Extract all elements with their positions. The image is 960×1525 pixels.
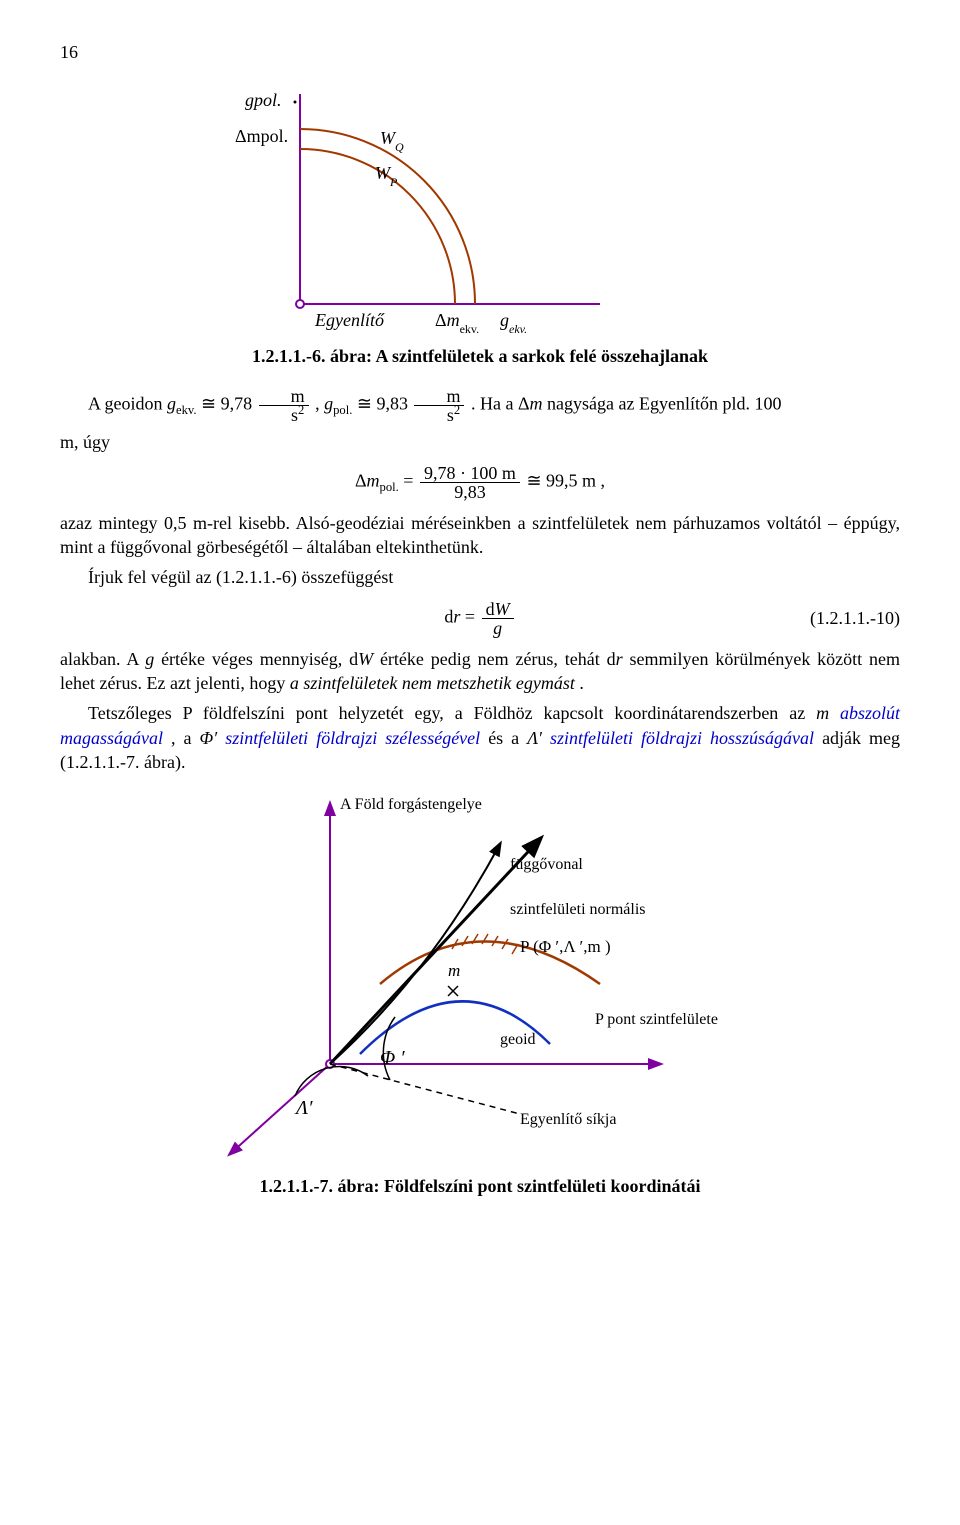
svg-text:Δmpol.: Δmpol.	[235, 126, 288, 146]
svg-text:A Föld forgástengelye: A Föld forgástengelye	[340, 796, 482, 813]
figure-2-svg: m A Föld forgástengelye függővonal szint…	[200, 784, 760, 1164]
svg-text:függővonal: függővonal	[510, 856, 583, 873]
svg-text:Λ′: Λ′	[294, 1097, 313, 1119]
svg-text:Egyenlítő síkja: Egyenlítő síkja	[520, 1111, 616, 1128]
svg-text:gpol.: gpol.	[245, 90, 282, 110]
paragraph-1b: m, úgy	[60, 430, 900, 454]
svg-text:Egyenlítő: Egyenlítő	[314, 310, 385, 330]
svg-text:P pont szintfelülete: P pont szintfelülete	[595, 1011, 718, 1028]
paragraph-1: A geoidon gekv. ≅ 9,78 ms2 , gpol. ≅ 9,8…	[60, 387, 900, 424]
svg-text:P (Φ ′,Λ ′,m ): P (Φ ′,Λ ′,m )	[520, 937, 611, 956]
svg-text:geoid: geoid	[500, 1031, 536, 1048]
paragraph-3: alakban. A g értéke véges mennyiség, dW …	[60, 647, 900, 696]
svg-text:Φ ′: Φ ′	[380, 1047, 405, 1069]
svg-text:WP: WP	[375, 163, 398, 189]
svg-text:gekv.: gekv.	[500, 310, 527, 334]
figure-2-caption: 1.2.1.1.-7. ábra: Földfelszíni pont szin…	[60, 1174, 900, 1198]
equation-1: Δmpol. = 9,78 · 100 m 9,83 ≅ 99,5 m ,	[60, 464, 900, 501]
svg-text:m: m	[448, 961, 460, 980]
figure-1-caption: 1.2.1.1.-6. ábra: A szintfelületek a sar…	[60, 344, 900, 368]
paragraph-4: Tetszőleges P földfelszíni pont helyzeté…	[60, 701, 900, 774]
svg-text:Δmekv.: Δmekv.	[435, 310, 479, 334]
equation-2: dr = dW g (1.2.1.1.-10)	[60, 600, 900, 637]
paragraph-2: azaz mintegy 0,5 m-rel kisebb. Alsó-geod…	[60, 511, 900, 560]
figure-1-svg: gpol. Δmpol. WQ WP Egyenlítő Δmekv. gekv…	[180, 74, 660, 334]
equation-2-ref: (1.2.1.1.-10)	[810, 606, 900, 630]
figure-2: m A Föld forgástengelye függővonal szint…	[200, 784, 760, 1164]
figure-1: gpol. Δmpol. WQ WP Egyenlítő Δmekv. gekv…	[180, 74, 660, 334]
page-number: 16	[60, 40, 900, 64]
svg-text:szintfelületi normális: szintfelületi normális	[510, 901, 646, 918]
paragraph-2b: Írjuk fel végül az (1.2.1.1.-6) összefüg…	[60, 565, 900, 589]
